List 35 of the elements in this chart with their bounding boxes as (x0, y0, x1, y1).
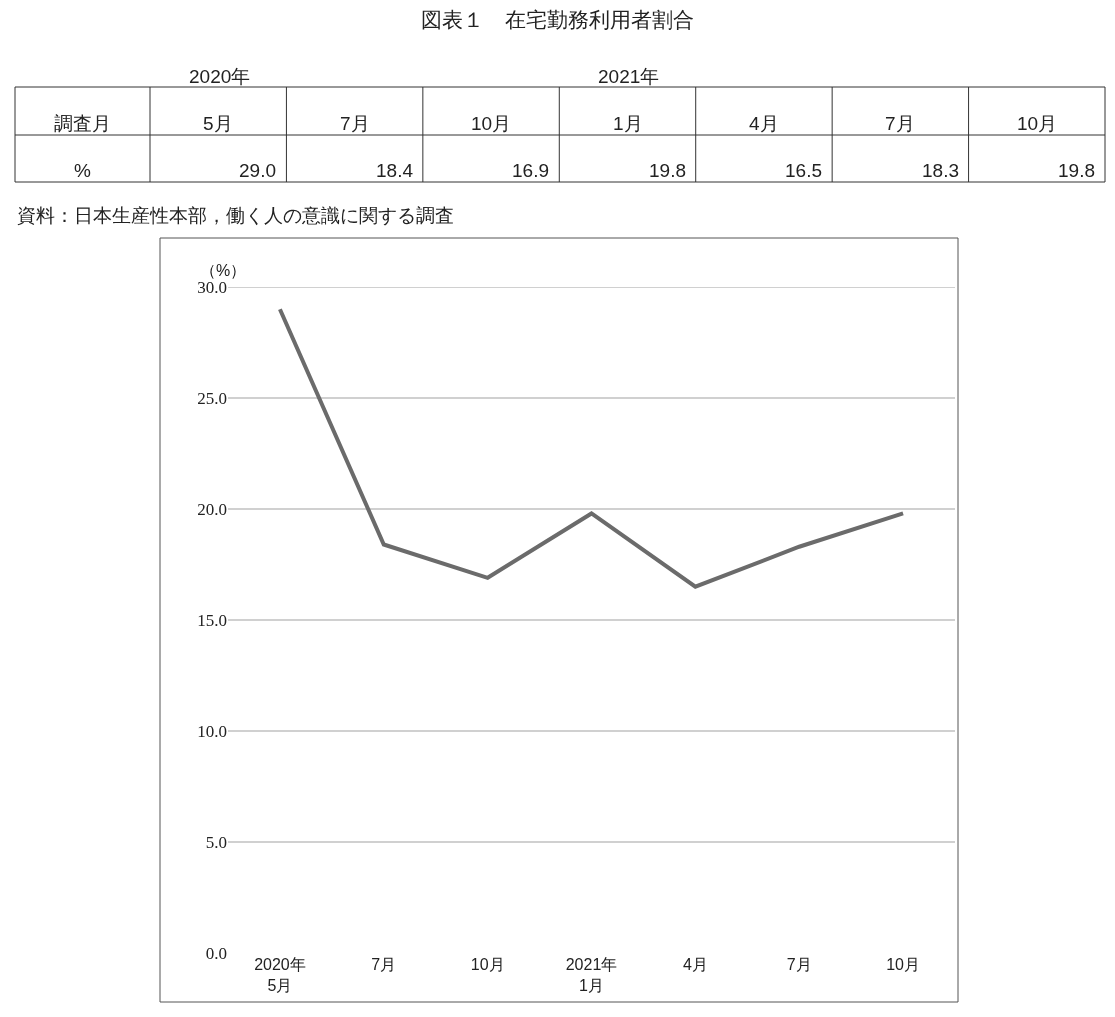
text: 10月 (471, 113, 512, 134)
y-axis-title: （%） (200, 262, 247, 279)
text: 19.8 (1058, 160, 1095, 181)
text: 5月 (203, 113, 233, 134)
x-tick-label: 7月 (371, 956, 397, 973)
x-tick-label: 10月 (470, 956, 505, 973)
text: 29.0 (239, 160, 276, 181)
text: 10月 (1017, 113, 1058, 134)
y-tick-label: 0.0 (205, 943, 227, 963)
x-tick-label: 2020年 5月 (254, 956, 306, 994)
x-tick-label: 7月 (786, 956, 812, 973)
line-series (277, 307, 906, 589)
text: % (74, 160, 91, 181)
x-tick-label: 4月 (682, 956, 708, 973)
y-tick-label: 10.0 (197, 721, 227, 741)
text: 18.4 (376, 160, 414, 181)
text: 19.8 (649, 160, 686, 181)
chart-title: 図表１ 在宅勤務利用者割合 (421, 8, 694, 32)
y-tick-label: 5.0 (205, 832, 227, 852)
x-tick-label: 2021年 1月 (565, 956, 618, 994)
text: 7月 (885, 113, 915, 134)
y-tick-label: 20.0 (197, 499, 227, 519)
text: 1月 (613, 113, 643, 134)
text: 4月 (749, 113, 779, 134)
text: 調査月 (54, 113, 111, 134)
text: 2020年 (189, 66, 251, 87)
y-tick-label: 15.0 (197, 610, 227, 630)
x-tick-label: 10月 (886, 956, 920, 973)
text: 7月 (340, 113, 370, 134)
y-tick-label: 25.0 (197, 388, 227, 408)
text: 16.5 (785, 160, 822, 181)
text: 16.9 (512, 160, 549, 181)
text: 2021年 (598, 66, 660, 87)
text: 資料：日本生産性本部，働く人の意識に関する調査 (17, 205, 454, 226)
text: 18.3 (922, 160, 959, 181)
